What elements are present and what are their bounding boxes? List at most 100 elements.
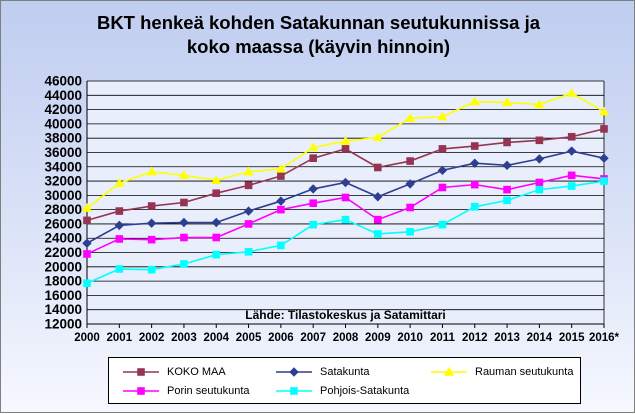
data-point-koko-maa xyxy=(309,154,317,162)
legend-swatch-satakunta xyxy=(276,367,312,377)
data-point-satakunta xyxy=(308,184,318,194)
y-tick-label: 18000 xyxy=(44,274,82,289)
data-point-satakunta xyxy=(566,146,577,156)
data-point-koko-maa xyxy=(503,138,511,147)
legend-swatch-marker xyxy=(137,368,145,376)
data-point-satakunta xyxy=(405,179,415,189)
x-tick-label: 2010 xyxy=(397,332,423,344)
data-point-satakunta xyxy=(437,165,448,176)
data-point-rauman-seutukunta xyxy=(81,203,93,212)
data-point-rauman-seutukunta xyxy=(243,166,254,176)
legend-swatch-marker xyxy=(137,387,145,395)
data-point-satakunta xyxy=(146,218,157,228)
x-tick-label: 2003 xyxy=(171,332,197,344)
data-point-porin-seutukunta xyxy=(438,183,447,192)
data-point-koko-maa xyxy=(212,189,221,198)
chart-title-line-2: koko maassa (käyvin hinnoin) xyxy=(186,36,451,57)
legend-swatch-rauman-seutukunta xyxy=(431,366,467,376)
legend-swatch-porin-seutukunta xyxy=(123,387,159,395)
data-point-pohjois-satakunta xyxy=(147,265,156,274)
data-point-koko-maa xyxy=(115,207,124,215)
legend-item-satakunta: Satakunta xyxy=(274,364,370,380)
y-tick-label: 26000 xyxy=(44,216,82,231)
legend-swatch-marker xyxy=(443,366,455,376)
legend-swatch-koko-maa xyxy=(123,368,159,376)
data-point-rauman-seutukunta xyxy=(437,111,448,121)
data-point-pohjois-satakunta xyxy=(567,182,576,190)
data-point-porin-seutukunta xyxy=(309,199,317,208)
data-point-pohjois-satakunta xyxy=(309,220,317,229)
data-point-porin-seutukunta xyxy=(470,180,479,189)
data-point-pohjois-satakunta xyxy=(470,202,479,211)
y-tick-label: 44000 xyxy=(44,88,82,103)
data-point-satakunta xyxy=(114,220,125,231)
data-point-rauman-seutukunta xyxy=(469,96,480,106)
data-point-rauman-seutukunta xyxy=(566,87,577,97)
y-tick-label: 24000 xyxy=(44,231,82,246)
data-point-rauman-seutukunta xyxy=(178,170,189,180)
y-tick-label: 22000 xyxy=(44,245,82,260)
data-point-satakunta xyxy=(373,192,383,202)
data-point-pohjois-satakunta xyxy=(374,230,382,238)
data-point-porin-seutukunta xyxy=(115,235,124,243)
x-tick-label: 2009 xyxy=(365,332,391,344)
data-point-rauman-seutukunta xyxy=(308,142,319,152)
source-note: Lähde: Tilastokeskus ja Satamittari xyxy=(245,308,446,322)
data-point-porin-seutukunta xyxy=(244,220,253,228)
data-point-porin-seutukunta xyxy=(83,250,91,258)
data-point-koko-maa xyxy=(180,198,188,207)
data-point-porin-seutukunta xyxy=(374,215,382,224)
legend-label-pohjois-satakunta: Pohjois-Satakunta xyxy=(320,385,410,397)
data-point-koko-maa xyxy=(374,163,382,172)
data-point-pohjois-satakunta xyxy=(115,265,124,273)
legend-item-rauman-seutukunta: Rauman seutukunta xyxy=(429,364,573,380)
data-point-pohjois-satakunta xyxy=(341,215,350,224)
x-tick-label: 2013 xyxy=(494,332,520,344)
data-point-rauman-seutukunta xyxy=(211,175,222,185)
x-tick-label: 2014 xyxy=(527,332,553,344)
chart-title-line-1: BKT henkeä kohden Satakunnan seutukunnis… xyxy=(96,12,541,33)
x-tick-label: 2007 xyxy=(300,332,326,344)
data-point-satakunta xyxy=(179,217,189,228)
data-point-satakunta xyxy=(340,177,351,188)
y-tick-label: 42000 xyxy=(44,102,82,117)
y-tick-label: 32000 xyxy=(44,174,82,189)
data-point-koko-maa xyxy=(470,142,479,150)
data-point-rauman-seutukunta xyxy=(502,97,513,107)
x-tick-label: 2001 xyxy=(107,332,133,344)
legend-item-pohjois-satakunta: Pohjois-Satakunta xyxy=(274,383,409,399)
data-point-koko-maa xyxy=(438,145,447,153)
x-tick-label: 2016* xyxy=(589,332,620,344)
data-point-rauman-seutukunta xyxy=(340,135,351,145)
data-point-satakunta xyxy=(502,160,512,171)
data-point-koko-maa xyxy=(535,136,544,145)
data-point-satakunta xyxy=(82,238,92,248)
chart-legend: KOKO MAA Satakunta Rauman seutukunta Porin … xyxy=(108,357,581,404)
data-point-pohjois-satakunta xyxy=(406,228,414,236)
data-point-satakunta xyxy=(276,196,286,206)
x-tick-label: 2002 xyxy=(139,332,165,344)
data-point-pohjois-satakunta xyxy=(180,260,188,268)
data-point-rauman-seutukunta xyxy=(146,166,157,176)
x-tick-label: 2015 xyxy=(559,332,585,344)
data-point-koko-maa xyxy=(567,132,576,141)
data-point-koko-maa xyxy=(83,216,91,225)
data-point-rauman-seutukunta xyxy=(275,163,286,173)
x-tick-label: 2012 xyxy=(462,332,488,344)
y-tick-label: 38000 xyxy=(44,131,82,146)
data-point-rauman-seutukunta xyxy=(598,106,610,116)
data-point-pohjois-satakunta xyxy=(535,185,544,194)
data-point-pohjois-satakunta xyxy=(83,279,91,288)
data-point-porin-seutukunta xyxy=(212,233,221,242)
data-point-pohjois-satakunta xyxy=(277,241,285,250)
data-point-porin-seutukunta xyxy=(567,171,576,180)
legend-label-koko-maa: KOKO MAA xyxy=(167,366,226,378)
legend-label-rauman-seutukunta: Rauman seutukunta xyxy=(475,366,574,378)
data-point-koko-maa xyxy=(600,125,608,133)
data-point-koko-maa xyxy=(341,145,350,153)
x-tick-label: 2011 xyxy=(430,332,456,344)
data-point-koko-maa xyxy=(147,202,156,210)
data-point-satakunta xyxy=(599,153,609,163)
